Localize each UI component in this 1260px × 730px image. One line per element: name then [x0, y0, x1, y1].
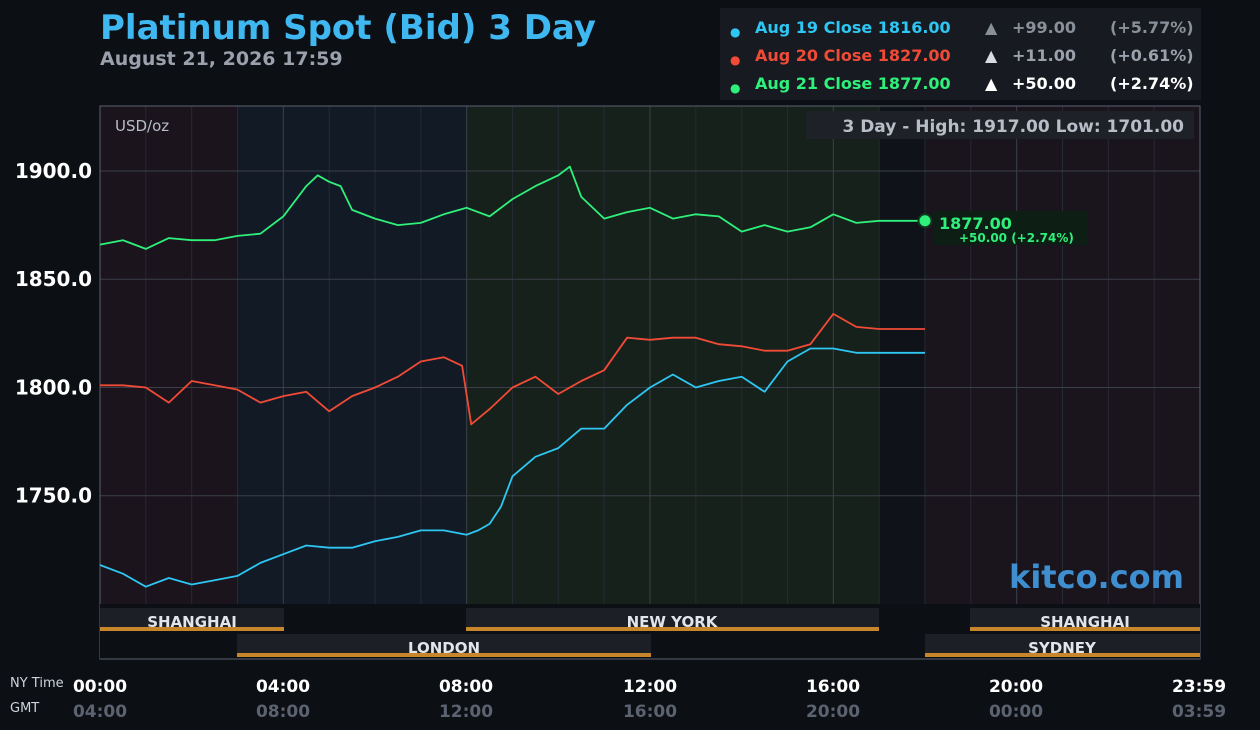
- legend-panel: ● Aug 19 Close 1816.00 ▲ +99.00 (+5.77%)…: [720, 8, 1201, 100]
- series-lines: [99, 165, 925, 588]
- ny-tick: 04:00: [255, 677, 311, 697]
- gmt-tick: 16:00: [622, 702, 678, 722]
- up-arrow-icon: ▲: [985, 18, 998, 37]
- session-shanghai-1: [100, 608, 284, 628]
- session-label-shanghai-1: SHANGHAI: [147, 613, 237, 631]
- session-label-new-york: NEW YORK: [627, 613, 719, 631]
- series-line-aug-20: [100, 312, 925, 426]
- series-dot-icon: ●: [730, 81, 741, 95]
- last-price-box: [933, 211, 1087, 245]
- new-york-session-band: [466, 106, 879, 604]
- session-bar-sydney: [925, 653, 1200, 657]
- last-change-label: +50.00 (+2.74%): [959, 231, 1074, 245]
- ny-tick: 00:00: [72, 677, 128, 697]
- ny-time-label: NY Time: [10, 676, 64, 691]
- y-tick-label: 1750.0: [15, 484, 92, 508]
- closed-session-band: [879, 106, 925, 604]
- y-tick-label: 1850.0: [15, 267, 92, 291]
- ny-tick: 08:00: [438, 677, 494, 697]
- legend-change: +50.00: [1012, 74, 1077, 93]
- series-line-aug-21: [99, 165, 925, 250]
- session-new-york: [466, 608, 879, 628]
- gmt-label: GMT: [10, 701, 40, 716]
- up-arrow-icon: ▲: [985, 46, 998, 65]
- gmt-tick: 20:00: [805, 702, 861, 722]
- series-line-aug-19: [99, 347, 925, 588]
- legend-label: Aug 21 Close 1877.00: [755, 74, 951, 93]
- session-bar-new-york: [466, 627, 879, 631]
- ny-tick: 16:00: [805, 677, 861, 697]
- gmt-tick: 12:00: [438, 702, 494, 722]
- legend-percent: (+2.74%): [1110, 74, 1194, 93]
- series-dot-icon: ●: [730, 53, 741, 67]
- series-dot-icon: ●: [730, 25, 741, 39]
- ny-tick: 23:59: [1171, 677, 1227, 697]
- session-bar-shanghai-1: [100, 627, 284, 631]
- y-tick-label: 1800.0: [15, 375, 92, 399]
- session-bar-shanghai-2: [970, 627, 1200, 631]
- range-label: 3 Day - High: 1917.00 Low: 1701.00: [842, 117, 1184, 137]
- ny-tick: 12:00: [622, 677, 678, 697]
- ny-tick: 20:00: [988, 677, 1044, 697]
- gmt-tick: 00:00: [988, 702, 1044, 722]
- session-label-shanghai-2: SHANGHAI: [1040, 613, 1130, 631]
- asia-session-band: [100, 106, 237, 604]
- session-label-sydney: SYDNEY: [1028, 639, 1097, 657]
- chart-date: August 21, 2026 17:59: [100, 48, 343, 70]
- legend-percent: (+0.61%): [1110, 46, 1194, 65]
- session-bar-london: [237, 653, 651, 657]
- gmt-tick: 03:59: [1171, 702, 1227, 722]
- range-box: [806, 111, 1194, 139]
- gmt-tick: 04:00: [72, 702, 128, 722]
- last-price-dot: [917, 213, 933, 229]
- legend-percent: (+5.77%): [1110, 18, 1194, 37]
- y-axis-ticks: 1750.0 1800.0 1850.0 1900.0: [15, 159, 92, 508]
- session-london: [237, 634, 651, 654]
- london-session-band: [237, 106, 466, 604]
- legend-label: Aug 20 Close 1827.00: [755, 46, 951, 65]
- legend-change: +99.00: [1012, 18, 1077, 37]
- gmt-tick: 08:00: [255, 702, 311, 722]
- kitco-watermark: kitco.com: [1009, 558, 1184, 596]
- y-tick-label: 1900.0: [15, 159, 92, 183]
- chart-title: Platinum Spot (Bid) 3 Day: [100, 8, 596, 48]
- session-label-london: LONDON: [408, 639, 480, 657]
- session-sydney: [925, 634, 1200, 654]
- legend-label: Aug 19 Close 1816.00: [755, 18, 951, 37]
- last-price-label: 1877.00: [939, 214, 1012, 233]
- session-shanghai-2: [970, 608, 1200, 628]
- up-arrow-icon: ▲: [985, 74, 998, 93]
- legend-change: +11.00: [1012, 46, 1077, 65]
- unit-label: USD/oz: [115, 117, 169, 135]
